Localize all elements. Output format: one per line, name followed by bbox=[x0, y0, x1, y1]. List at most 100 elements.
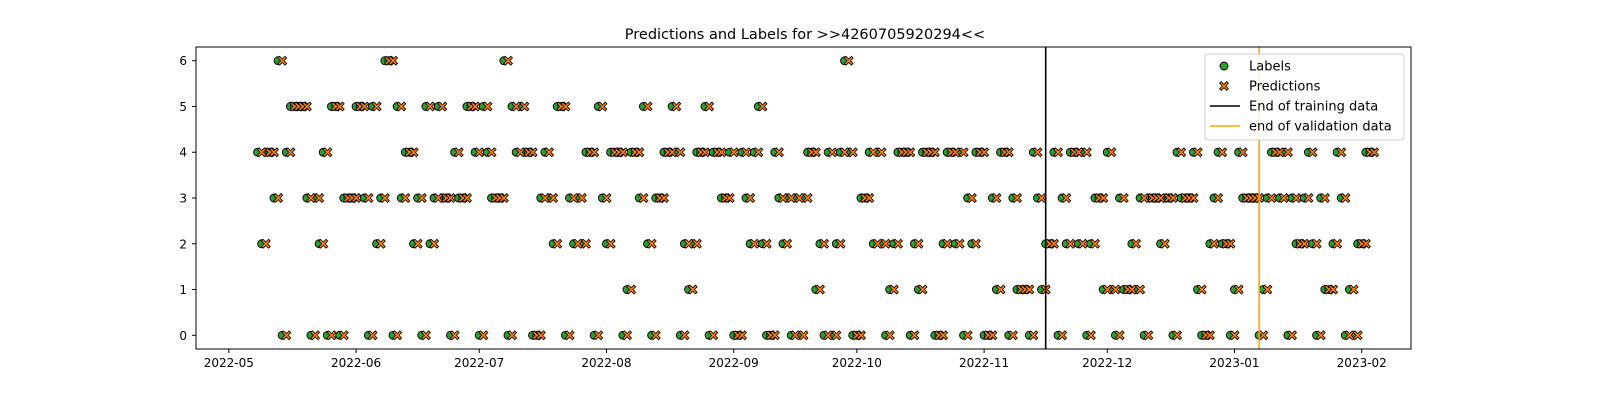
prediction-point bbox=[281, 330, 292, 341]
prediction-point bbox=[1332, 238, 1343, 249]
prediction-point bbox=[503, 55, 514, 66]
prediction-point bbox=[589, 147, 600, 158]
prediction-point bbox=[700, 147, 711, 158]
prediction-point bbox=[1024, 284, 1035, 295]
prediction-point bbox=[1258, 330, 1269, 341]
prediction-point bbox=[478, 330, 489, 341]
prediction-point bbox=[1168, 193, 1178, 203]
prediction-point bbox=[761, 238, 772, 249]
prediction-point bbox=[552, 238, 563, 249]
data-layer bbox=[253, 47, 1380, 349]
prediction-point bbox=[1229, 330, 1240, 341]
prediction-point bbox=[1274, 147, 1285, 158]
prediction-point bbox=[515, 147, 526, 158]
prediction-point bbox=[1278, 193, 1289, 203]
prediction-point bbox=[318, 238, 329, 249]
y-tick-label: 4 bbox=[179, 146, 187, 160]
prediction-point bbox=[1344, 330, 1355, 341]
prediction-point bbox=[815, 284, 825, 295]
prediction-point bbox=[683, 238, 694, 249]
x-tick-label: 2022-05 bbox=[204, 356, 254, 370]
prediction-point bbox=[1143, 330, 1154, 341]
prediction-point bbox=[642, 101, 653, 112]
prediction-point bbox=[1036, 193, 1047, 203]
prediction-point bbox=[273, 193, 284, 203]
prediction-point bbox=[888, 284, 899, 295]
prediction-point bbox=[1110, 284, 1121, 295]
prediction-point bbox=[753, 147, 764, 158]
prediction-point bbox=[971, 238, 981, 249]
prediction-point bbox=[1159, 238, 1170, 249]
x-tick-label: 2022-08 bbox=[581, 356, 631, 370]
prediction-point bbox=[724, 193, 735, 203]
prediction-point bbox=[1003, 147, 1014, 158]
prediction-point bbox=[942, 238, 953, 249]
prediction-point bbox=[1204, 330, 1215, 341]
prediction-point bbox=[277, 55, 288, 66]
prediction-point bbox=[646, 238, 657, 249]
prediction-point bbox=[322, 147, 333, 158]
prediction-point bbox=[429, 238, 440, 249]
prediction-point bbox=[1213, 193, 1224, 203]
prediction-point bbox=[519, 101, 530, 112]
prediction-point bbox=[1176, 147, 1187, 158]
prediction-point bbox=[1135, 284, 1146, 295]
x-tick-label: 2022-06 bbox=[331, 356, 381, 370]
prediction-point bbox=[256, 147, 267, 158]
prediction-point bbox=[560, 101, 571, 112]
prediction-point bbox=[638, 193, 649, 203]
prediction-point bbox=[650, 330, 661, 341]
prediction-point bbox=[704, 101, 715, 112]
prediction-point bbox=[1311, 238, 1322, 249]
prediction-point bbox=[363, 193, 374, 203]
prediction-point bbox=[1287, 330, 1298, 341]
legend-label: Labels bbox=[1249, 60, 1291, 75]
prediction-point bbox=[810, 147, 821, 158]
prediction-point bbox=[334, 101, 345, 112]
prediction-point bbox=[1061, 193, 1072, 203]
prediction-point bbox=[1085, 330, 1096, 341]
prediction-point bbox=[774, 147, 784, 158]
prediction-point bbox=[856, 330, 867, 341]
prediction-point bbox=[1127, 284, 1137, 295]
prediction-point bbox=[326, 330, 337, 341]
prediction-point bbox=[572, 238, 583, 249]
prediction-point bbox=[593, 330, 604, 341]
prediction-point bbox=[568, 193, 579, 203]
prediction-point bbox=[445, 193, 456, 203]
prediction-point bbox=[737, 330, 747, 341]
prediction-point bbox=[675, 147, 686, 158]
prediction-point bbox=[1077, 238, 1088, 249]
prediction-point bbox=[954, 238, 965, 249]
prediction-point bbox=[1328, 284, 1339, 295]
prediction-point bbox=[449, 330, 460, 341]
prediction-point bbox=[1155, 193, 1166, 203]
prediction-point bbox=[1196, 284, 1207, 295]
chart-title: Predictions and Labels for >>42607059202… bbox=[625, 27, 985, 43]
prediction-point bbox=[1098, 193, 1109, 203]
prediction-point bbox=[782, 238, 793, 249]
prediction-point bbox=[876, 147, 887, 158]
prediction-point bbox=[498, 193, 509, 203]
x-tick-label: 2022-09 bbox=[709, 356, 759, 370]
prediction-point bbox=[622, 330, 633, 341]
prediction-point bbox=[917, 284, 928, 295]
prediction-point bbox=[1188, 193, 1199, 203]
prediction-point bbox=[412, 238, 423, 249]
y-tick-label: 2 bbox=[179, 237, 187, 251]
prediction-point bbox=[618, 147, 628, 158]
prediction-point bbox=[511, 101, 522, 112]
prediction-point bbox=[1057, 330, 1068, 341]
prediction-point bbox=[269, 147, 280, 158]
prediction-point bbox=[1217, 147, 1228, 158]
prediction-point bbox=[1118, 193, 1129, 203]
prediction-point bbox=[1131, 238, 1142, 249]
legend-label: End of training data bbox=[1249, 100, 1378, 115]
prediction-point bbox=[371, 101, 382, 112]
prediction-point bbox=[716, 147, 727, 158]
prediction-point bbox=[995, 284, 1006, 295]
prediction-point bbox=[798, 330, 809, 341]
prediction-point bbox=[1319, 193, 1330, 203]
prediction-point bbox=[388, 55, 399, 66]
legend-label: Predictions bbox=[1249, 80, 1321, 95]
